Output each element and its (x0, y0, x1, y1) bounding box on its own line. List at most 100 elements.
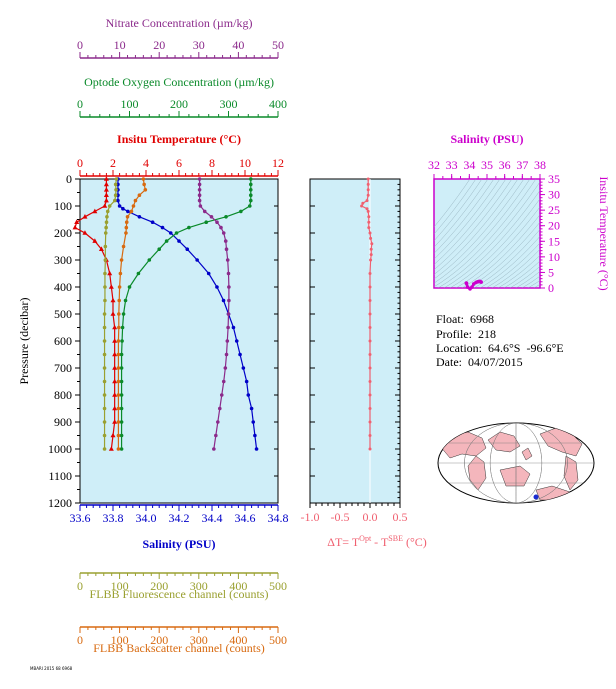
ts-salinity-tick-label: 35 (481, 158, 493, 172)
oxygen-axis: 0 100 200 300 400 Optode Oxygen Concentration… (77, 75, 287, 118)
nitrate-tick-label: 0 (77, 38, 83, 52)
delta-t-panel: -1.0 -0.5 0.0 0.5 ΔT= TOpt - TSBE (°C) (301, 177, 427, 549)
temperature-point (112, 338, 118, 343)
backscatter-series (116, 177, 148, 451)
temperature-point (108, 446, 114, 451)
ts-salinity-tick-label: 32 (428, 158, 440, 172)
profile-panel: 0100200300400500600700800900100011001200… (17, 16, 289, 655)
delta-t-point (360, 204, 364, 208)
temperature-point (74, 219, 80, 224)
isopycnal-line (437, 181, 540, 288)
oxygen-point (136, 271, 141, 276)
fluorescence-point (102, 312, 107, 316)
backscatter-point (117, 312, 121, 316)
oxygen-point (157, 247, 161, 251)
nitrate-point (221, 231, 226, 235)
delta-t-point (366, 177, 370, 181)
oxygen-point (119, 447, 124, 451)
salinity-point (168, 231, 173, 235)
salinity-point (241, 366, 246, 370)
fluorescence-tick-label: 500 (269, 579, 287, 593)
backscatter-axis-label: FLBB Backscatter channel (counts) (93, 641, 265, 655)
delta-t-tick-label: -1.0 (301, 510, 320, 524)
temperature-point (112, 324, 118, 330)
oxygen-point (147, 258, 152, 262)
backscatter-point (117, 298, 122, 303)
fluorescence-point (102, 379, 107, 384)
nitrate-point (197, 177, 202, 181)
salinity-point (150, 220, 155, 224)
fluorescence-point (102, 339, 107, 343)
salinity-point (234, 339, 239, 343)
fluorescence-point (102, 447, 107, 451)
backscatter-axis: 0 100 200 300 400 500 FLBB Backscatter channel… (77, 626, 287, 655)
isopycnal-line (434, 179, 537, 287)
delta-t-tick-label: 0.0 (363, 510, 378, 524)
oxygen-point (164, 239, 169, 243)
nitrate-point (215, 220, 219, 224)
pressure-tick-label: 200 (54, 226, 72, 240)
delta-t-point (368, 353, 372, 356)
temperature-tick-label: 10 (239, 156, 251, 170)
fluorescence-point (105, 209, 110, 214)
nitrate-point (224, 247, 229, 251)
nitrate-point (226, 325, 230, 330)
fluorescence-point (104, 225, 108, 230)
salinity-tick-label: 34.0 (136, 511, 157, 525)
isopycnal-line (473, 229, 540, 288)
nitrate-tick-label: 50 (272, 38, 284, 52)
oxygen-point (119, 433, 124, 438)
salinity-tick-label: 33.8 (103, 511, 124, 525)
delta-t-plot-area (309, 178, 401, 504)
pressure-axis-label: Pressure (decibar) (17, 298, 31, 385)
backscatter-tick-label: 300 (190, 633, 208, 647)
salinity-axis-label: Salinity (PSU) (142, 537, 215, 551)
temperature-point (92, 238, 98, 243)
oxygen-point (119, 420, 124, 424)
fluorescence-point (103, 285, 107, 289)
delta-t-tick-label: 0.5 (393, 510, 408, 524)
temperature-point (112, 351, 118, 357)
delta-t-point (368, 380, 372, 383)
temperature-point (112, 419, 118, 424)
temperature-point (103, 192, 109, 197)
isopycnal-line (434, 179, 489, 248)
fluorescence-axis-label: FLBB Fluorescence channel (counts) (90, 587, 269, 601)
temperature-point (110, 297, 116, 303)
salinity-tick-label: 34.6 (235, 511, 256, 525)
pressure-tick-label: 1000 (48, 442, 72, 456)
isopycnal-line (467, 221, 540, 288)
oxygen-point (239, 209, 243, 214)
oxygen-point (204, 220, 209, 224)
pressure-tick-label: 400 (54, 280, 72, 294)
ts-salinity-tick-label: 36 (499, 158, 511, 172)
temperature-tick-label: 12 (272, 156, 284, 170)
backscatter-point (117, 285, 122, 289)
fluorescence-tick-label: 400 (229, 579, 247, 593)
fluorescence-point (103, 271, 107, 276)
backscatter-point (124, 231, 128, 235)
temperature-axis: 0 2 4 6 8 10 12 Insitu Temperature (°C) (77, 132, 284, 177)
ts-xlabel: Salinity (PSU) (450, 132, 523, 146)
ts-isopycnals (434, 179, 540, 288)
salinity-point (117, 204, 122, 208)
float-location-marker (533, 494, 539, 500)
fluorescence-point (103, 298, 107, 303)
globe-graticule (438, 423, 594, 503)
nitrate-point (223, 239, 228, 243)
delta-t-point (369, 253, 373, 257)
delta-t-point (368, 434, 372, 437)
isopycnal-line (497, 254, 540, 288)
nitrate-line (198, 179, 230, 450)
backscatter-point (142, 182, 146, 187)
delta-t-point (368, 272, 372, 275)
ts-temperature-tick-label: 10 (548, 250, 560, 264)
fluorescence-point (113, 193, 118, 197)
delta-t-point (368, 393, 372, 397)
oxygen-point (120, 325, 125, 330)
delta-t-point (369, 247, 373, 251)
pressure-tick-label: 800 (54, 388, 72, 402)
temperature-point (110, 311, 116, 316)
ts-point (464, 281, 469, 286)
